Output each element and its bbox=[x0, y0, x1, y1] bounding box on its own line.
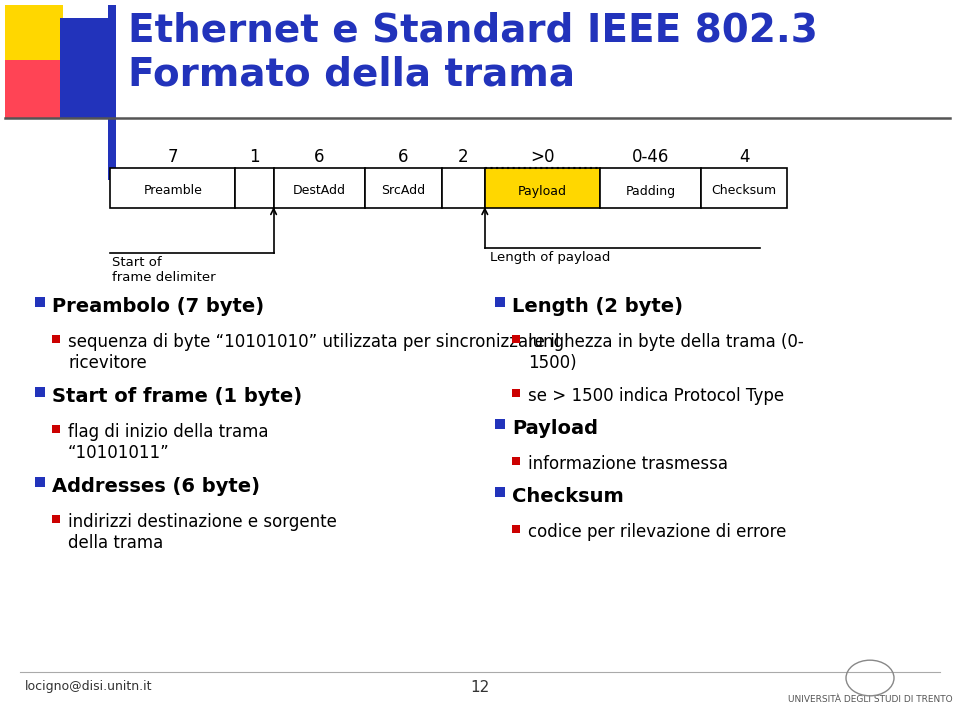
Bar bbox=[495, 297, 505, 307]
Bar bbox=[701, 168, 787, 208]
Text: sequenza di byte “10101010” utilizzata per sincronizzare il
ricevitore: sequenza di byte “10101010” utilizzata p… bbox=[68, 333, 560, 371]
Text: Checksum: Checksum bbox=[711, 185, 777, 198]
Text: 6: 6 bbox=[314, 148, 324, 166]
Text: Ethernet e Standard IEEE 802.3: Ethernet e Standard IEEE 802.3 bbox=[128, 12, 818, 50]
Bar bbox=[35, 297, 45, 307]
Bar bbox=[512, 525, 520, 533]
Bar bbox=[274, 168, 365, 208]
Text: Formato della trama: Formato della trama bbox=[128, 55, 575, 93]
Text: Preambolo (7 byte): Preambolo (7 byte) bbox=[52, 297, 264, 316]
Bar bbox=[108, 5, 116, 180]
Text: 0-46: 0-46 bbox=[632, 148, 669, 166]
Text: codice per rilevazione di errore: codice per rilevazione di errore bbox=[528, 523, 786, 541]
Text: locigno@disi.unitn.it: locigno@disi.unitn.it bbox=[25, 680, 153, 693]
Bar bbox=[35, 387, 45, 397]
Bar bbox=[52, 425, 60, 433]
Text: Payload: Payload bbox=[517, 185, 567, 198]
Text: 7: 7 bbox=[168, 148, 178, 166]
Text: flag di inizio della trama
“10101011”: flag di inizio della trama “10101011” bbox=[68, 423, 269, 462]
Bar bbox=[35, 477, 45, 487]
Text: DestAdd: DestAdd bbox=[293, 185, 346, 198]
Text: SrcAdd: SrcAdd bbox=[381, 185, 425, 198]
Text: se > 1500 indica Protocol Type: se > 1500 indica Protocol Type bbox=[528, 387, 784, 405]
Bar bbox=[5, 60, 60, 118]
Text: Preamble: Preamble bbox=[143, 185, 203, 198]
Text: Checksum: Checksum bbox=[512, 487, 624, 506]
Bar bbox=[52, 515, 60, 523]
Bar bbox=[235, 168, 274, 208]
Text: informazione trasmessa: informazione trasmessa bbox=[528, 455, 728, 473]
Bar bbox=[5, 5, 63, 65]
Bar bbox=[442, 168, 485, 208]
Text: Start of frame (1 byte): Start of frame (1 byte) bbox=[52, 387, 302, 406]
Text: Addresses (6 byte): Addresses (6 byte) bbox=[52, 477, 260, 496]
Text: indirizzi destinazione e sorgente
della trama: indirizzi destinazione e sorgente della … bbox=[68, 513, 337, 552]
Text: Payload: Payload bbox=[512, 419, 598, 438]
Bar bbox=[495, 419, 505, 429]
Bar bbox=[512, 457, 520, 465]
Bar bbox=[512, 335, 520, 343]
Text: 12: 12 bbox=[470, 680, 490, 695]
Text: 6: 6 bbox=[398, 148, 408, 166]
Text: lunghezza in byte della trama (0-
1500): lunghezza in byte della trama (0- 1500) bbox=[528, 333, 804, 371]
Text: 2: 2 bbox=[458, 148, 468, 166]
Bar bbox=[495, 487, 505, 497]
Text: 4: 4 bbox=[739, 148, 749, 166]
Text: Length (2 byte): Length (2 byte) bbox=[512, 297, 683, 316]
Bar bbox=[60, 18, 115, 118]
Text: Start of
frame delimiter: Start of frame delimiter bbox=[112, 256, 216, 284]
Bar bbox=[52, 335, 60, 343]
Text: >0: >0 bbox=[530, 148, 555, 166]
Bar bbox=[512, 389, 520, 397]
Text: Padding: Padding bbox=[625, 185, 676, 198]
Text: 1: 1 bbox=[249, 148, 260, 166]
Text: Length of payload: Length of payload bbox=[490, 251, 611, 264]
Bar bbox=[485, 168, 600, 208]
Bar bbox=[600, 168, 701, 208]
Bar bbox=[365, 168, 442, 208]
Bar bbox=[110, 168, 235, 208]
Text: UNIVERSITÀ DEGLI STUDI DI TRENTO: UNIVERSITÀ DEGLI STUDI DI TRENTO bbox=[788, 695, 952, 704]
